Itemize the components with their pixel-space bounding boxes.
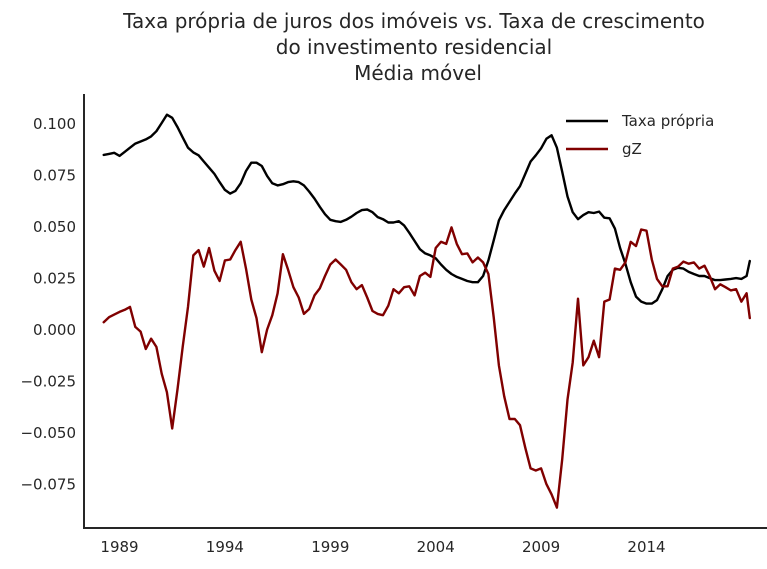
y-tick-label: −0.075 xyxy=(20,476,76,494)
y-tick-label: −0.050 xyxy=(20,424,76,442)
y-tick-labels: −0.075 −0.050 −0.025 0.000 0.025 0.050 0.075 0.… xyxy=(20,115,76,494)
y-tick-label: 0.075 xyxy=(33,167,76,185)
series-layer xyxy=(102,113,751,509)
x-tick-label: 2014 xyxy=(627,538,665,556)
x-tick-label: 1989 xyxy=(100,538,138,556)
legend: Taxa própria gZ xyxy=(566,112,714,158)
y-tick-label: 0.050 xyxy=(33,218,76,236)
x-tick-labels: 1989 1994 1999 2004 2009 2014 xyxy=(100,538,665,556)
series-line-taxa-propria xyxy=(102,113,751,305)
y-tick-label: −0.025 xyxy=(20,373,76,391)
legend-label: gZ xyxy=(622,140,642,158)
title-line-3: Média móvel xyxy=(354,61,482,85)
x-tick-label: 2009 xyxy=(522,538,560,556)
legend-label: Taxa própria xyxy=(621,112,714,130)
title-line-2: do investimento residencial xyxy=(276,35,552,59)
chart-title: Taxa própria de juros dos imóveis vs. Ta… xyxy=(122,9,705,85)
title-line-1: Taxa própria de juros dos imóveis vs. Ta… xyxy=(122,9,705,33)
series-line-gz xyxy=(102,226,751,509)
x-tick-label: 1999 xyxy=(311,538,349,556)
x-tick-label: 2004 xyxy=(417,538,455,556)
x-tick-label: 1994 xyxy=(206,538,244,556)
y-tick-label: 0.025 xyxy=(33,270,76,288)
y-tick-label: 0.000 xyxy=(33,321,76,339)
y-tick-label: 0.100 xyxy=(33,115,76,133)
